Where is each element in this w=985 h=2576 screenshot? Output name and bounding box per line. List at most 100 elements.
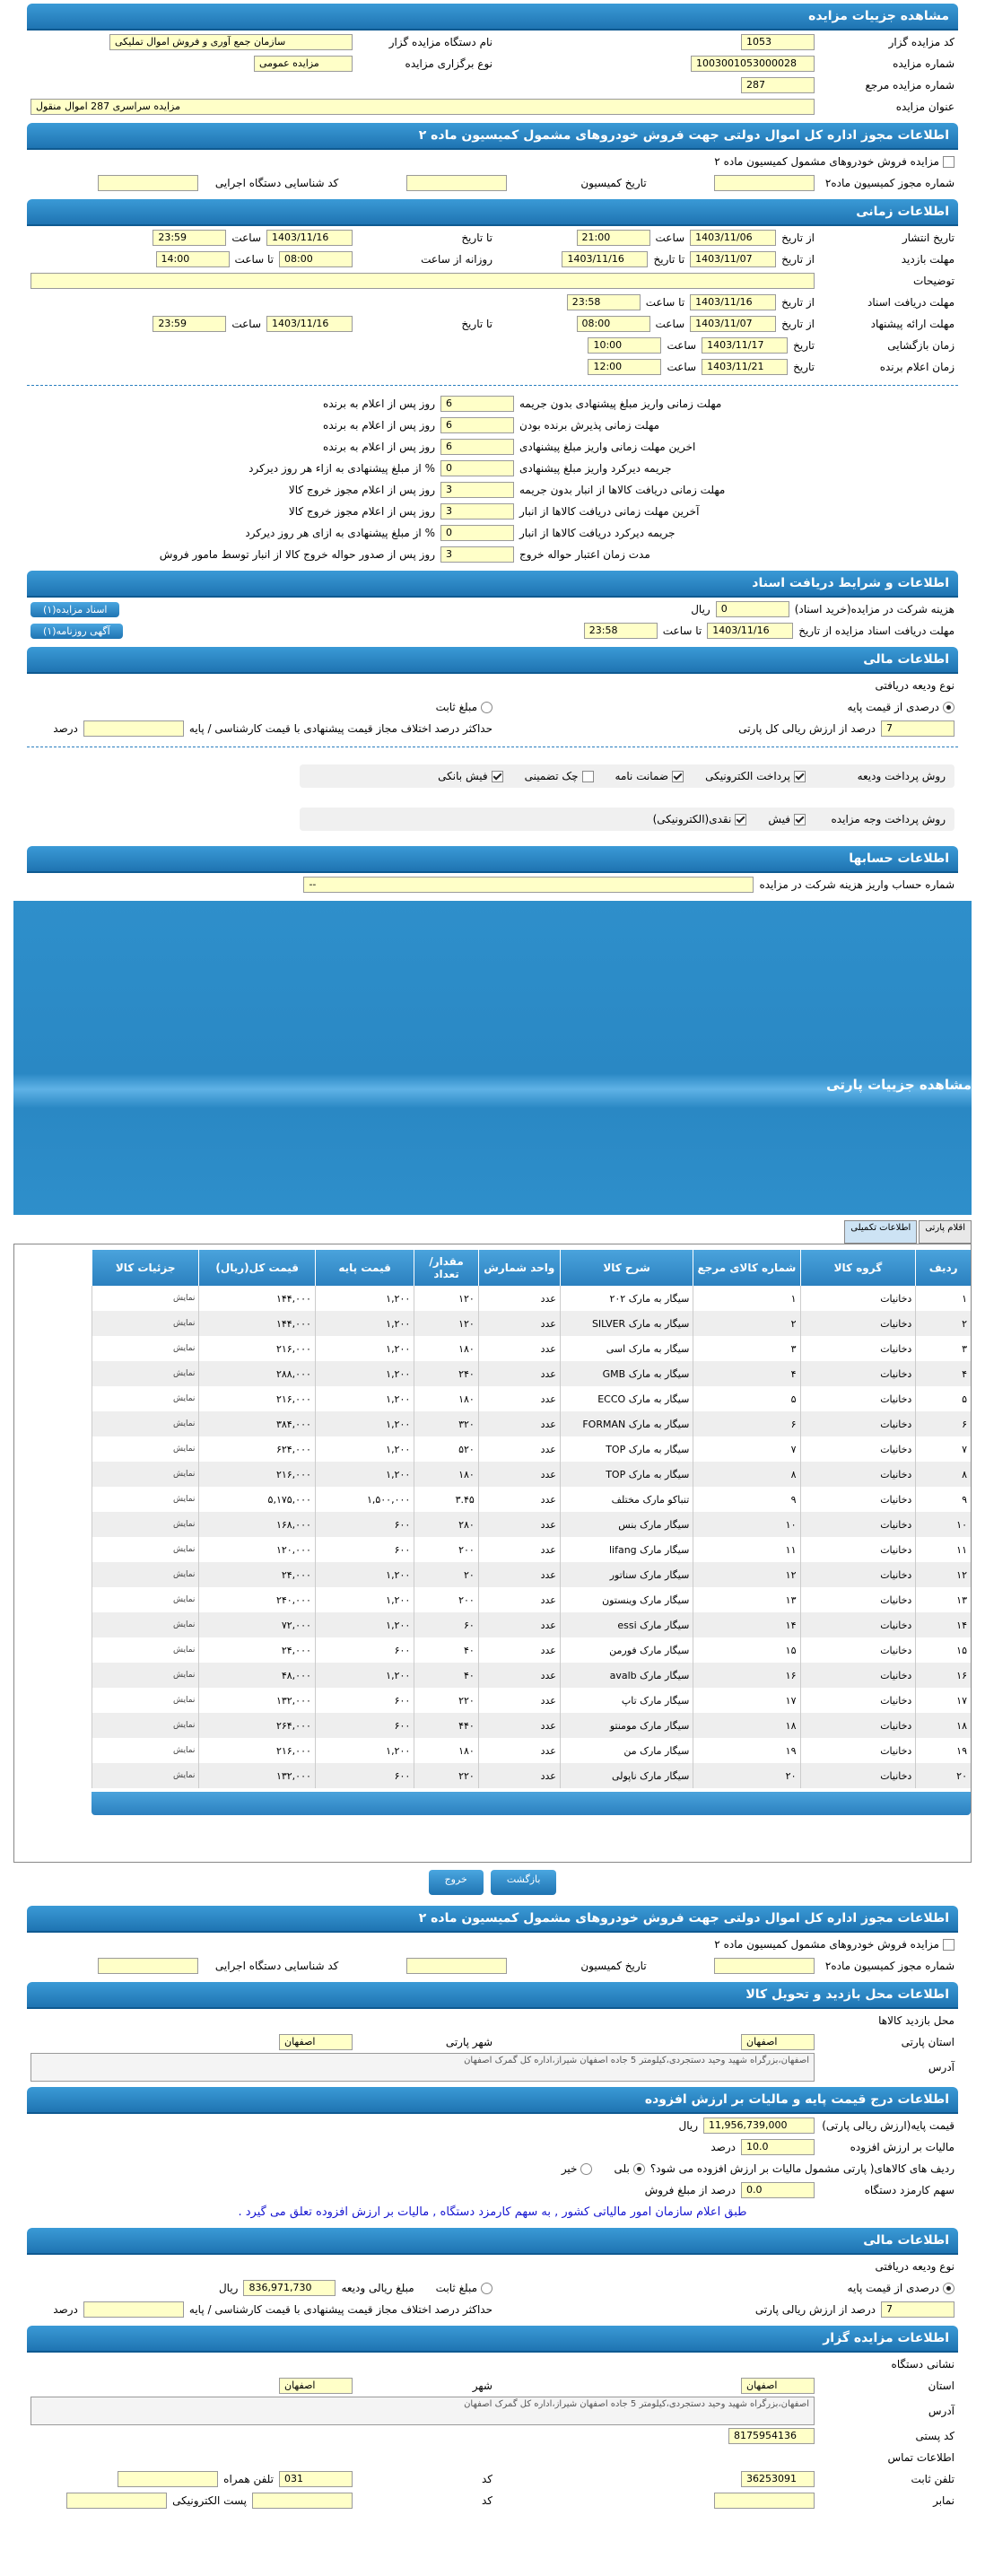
field-group: عنوان مزایده مزایده سراسری 287 اموال منقو… [31,99,954,115]
checkbox[interactable]: ضمانت نامه [615,770,684,782]
table-cell: سیگار مارک من [559,1738,693,1763]
block: شماره حساب واریز هزینه شرکت در مزایده -- [27,874,958,895]
input-field: -- [303,877,754,893]
table-cell: ۱۰ [693,1512,800,1537]
table-cell: ۱۰ [915,1512,971,1537]
table-cell[interactable]: نمایش [91,1386,199,1411]
table-cell: ۲۰ [915,1763,971,1788]
table-cell[interactable]: نمایش [91,1462,199,1487]
block: نوع ودیعه دریافتی درصدی از قیمت پایه مبلغ … [27,2256,958,2320]
table-cell[interactable]: نمایش [91,1637,199,1663]
field-label: روش پرداخت ودیعه [857,770,946,782]
field-label: توضیحات [912,275,954,287]
table-cell: ۱ [693,1286,800,1311]
field-group: طبق اعلام سازمان امور مالیاتی کشور , به … [31,2205,954,2219]
checkbox-box[interactable] [794,770,806,782]
table-cell[interactable]: نمایش [91,1336,199,1361]
radio-dot[interactable] [632,2162,645,2175]
table-cell[interactable]: نمایش [91,1487,199,1512]
field-group: شماره حساب واریز هزینه شرکت در مزایده -- [31,877,954,893]
field-group: سهم کارمزد دستگاه 0.0 درصد از مبلغ فروش [31,2182,954,2198]
checkbox-box[interactable] [491,770,503,782]
radio[interactable]: مبلغ ثابت [436,2282,492,2294]
tab[interactable]: اطلاعات تکمیلی [844,1220,918,1244]
table-cell: ۱۲۰,۰۰۰ [198,1537,316,1562]
field-group: روش پرداخت وجه مزایده فیش نقدی(الکترونیکی) [300,808,954,831]
checkbox-box[interactable] [943,155,954,168]
checkbox[interactable]: مزایده فروش خودروهای مشمول کمیسیون ماده … [714,155,954,168]
section: اطلاعات درج قیمت پایه و مالیات بر ارزش ا… [27,2087,958,2222]
field-label: حداکثر درصد اختلاف مجاز قیمت پیشنهادی با… [188,722,492,735]
table-cell[interactable]: نمایش [91,1436,199,1462]
table-cell[interactable]: نمایش [91,1688,199,1713]
table-cell[interactable]: نمایش [91,1763,199,1788]
checkbox[interactable]: فیش [768,813,806,825]
form-row: مهلت بازدید از تاریخ 1403/11/07 تا تاریخ 140… [27,249,958,270]
radio-dot[interactable] [943,701,954,713]
table-cell: ۸ [693,1462,800,1487]
checkbox[interactable]: چک تضمینی [525,770,594,782]
checkbox-box[interactable] [943,1938,954,1951]
table-cell: عدد [477,1763,561,1788]
table-row: ۱۳ دخانیات ۱۳ سیگار مارک وینستون عدد ۲۰۰ ۱,۲۰۰… [91,1587,971,1612]
table-cell: دخانیات [799,1311,916,1336]
field-group: زمان بازگشایی تاریخ 1403/11/17 ساعت 10:00 [31,337,954,354]
table-cell: ۴ [693,1361,800,1386]
button[interactable]: اسناد مزایده(۱) [31,601,120,617]
button[interactable]: بازگشت [490,1870,557,1895]
table-cell: دخانیات [799,1286,916,1311]
checkbox-box[interactable] [794,813,806,825]
checkbox[interactable]: نقدی(الکترونیکی) [653,813,747,825]
checkbox[interactable]: مزایده فروش خودروهای مشمول کمیسیون ماده … [714,1938,954,1951]
checkbox[interactable]: پرداخت الکترونیکی [705,770,806,782]
form-row: مالیات بر ارزش افزوده 10.0 درصد [27,2136,958,2158]
form-row: اطلاعات تماس [27,2447,958,2468]
table-cell[interactable]: نمایش [91,1562,199,1587]
button[interactable]: آگهی روزنامه(۱) [31,623,123,639]
party-extra: اطلاعات مجوز اداره کل اموال دولتی جهت فر… [0,1902,985,2511]
table-cell[interactable]: نمایش [91,1311,199,1336]
table-cell[interactable]: نمایش [91,1411,199,1436]
table-cell[interactable]: نمایش [91,1537,199,1562]
column-header: جزئیات کالا [91,1250,199,1286]
field-group: شهر اصفهان [31,2378,492,2394]
button[interactable]: خروج [428,1870,484,1895]
radio[interactable]: مبلغ ثابت [436,701,492,713]
party-details: مشاهده جزییات پارتی اقلام پارتی اطلاعات ت… [0,901,985,1902]
table-cell: ۱,۵۰۰,۰۰۰ [314,1487,414,1512]
table-cell: سیگار مارک سناتور [559,1562,693,1587]
tab[interactable]: اقلام پارتی [919,1220,972,1244]
field-group: حداکثر درصد اختلاف مجاز قیمت پیشنهادی با… [31,720,492,737]
checkbox-box[interactable] [735,813,747,825]
field-group: شماره مزایده مرجع 287 [31,77,954,93]
radio[interactable]: درصدی از قیمت پایه [848,2282,954,2294]
input-field: 287 [741,77,815,93]
radio[interactable]: درصدی از قیمت پایه [848,701,954,713]
radio-dot[interactable] [580,2162,593,2175]
radio-dot[interactable] [481,701,492,713]
table-cell[interactable]: نمایش [91,1713,199,1738]
table-cell[interactable]: نمایش [91,1286,199,1311]
table-cell: ۳۲۰ [414,1411,479,1436]
input-field: 1403/11/16 [266,230,353,246]
field-group: تاریخ کمیسیون [338,175,647,191]
input-field [714,2493,815,2509]
checkbox-box[interactable] [581,770,594,782]
radio-dot[interactable] [481,2282,492,2294]
checkbox-box[interactable] [672,770,684,782]
table-cell[interactable]: نمایش [91,1587,199,1612]
radio-dot[interactable] [943,2282,954,2294]
field-group: کد مزایده گزار 1053 [492,34,954,50]
table-cell[interactable]: نمایش [91,1612,199,1637]
field-label: استان [928,2380,954,2392]
field-label: نوع ودیعه دریافتی [875,2260,954,2273]
form-row: زمان بازگشایی تاریخ 1403/11/17 ساعت 10:00 [27,335,958,356]
input-field [252,2493,353,2509]
table-cell[interactable]: نمایش [91,1738,199,1763]
table-cell[interactable]: نمایش [91,1663,199,1688]
radio[interactable]: بلی [614,2162,645,2175]
table-cell[interactable]: نمایش [91,1361,199,1386]
radio[interactable]: خیر [562,2162,593,2175]
checkbox[interactable]: فیش بانکی [438,770,503,782]
table-cell[interactable]: نمایش [91,1512,199,1537]
